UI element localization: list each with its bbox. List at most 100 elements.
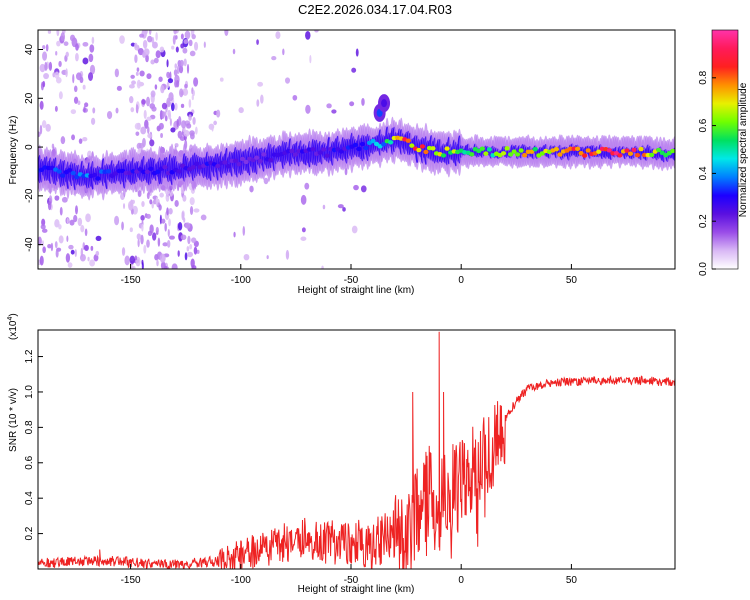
spectrogram-speckle <box>58 224 62 230</box>
spectrogram-band-core <box>479 146 485 151</box>
colorbar: 0.0 0.2 0.4 0.6 0.8 Normalized spectral ampl… <box>698 29 749 276</box>
spectrogram-speckle <box>38 236 42 246</box>
spectrogram-band-core <box>243 159 249 165</box>
spectrogram-speckle <box>155 226 159 234</box>
spectrogram-speckle <box>188 114 192 121</box>
spectrogram-speckle <box>166 81 170 89</box>
spectrogram-speckle <box>140 214 145 221</box>
spectrogram-speckle <box>243 253 250 261</box>
colorbar-tick-label: 0.0 <box>698 262 709 276</box>
spectrogram-speckle <box>351 225 358 234</box>
spectrogram-speckle <box>174 200 179 207</box>
spectrogram-speckle <box>82 84 86 90</box>
spectrogram-band-core <box>179 163 186 168</box>
spectrogram-speckle <box>82 41 89 47</box>
spectrogram-speckle <box>284 77 291 84</box>
spectrogram-speckle <box>263 177 269 185</box>
spectrogram-speckle <box>155 196 158 206</box>
spectrogram-speckle <box>114 68 119 78</box>
spectrogram-band-core <box>518 148 524 153</box>
spectrogram-speckle <box>180 234 187 241</box>
spectrogram-speckle <box>90 245 94 251</box>
spectrogram-speckle <box>70 109 77 115</box>
spectrogram-speckle <box>192 116 196 125</box>
spectrogram-band-core <box>659 150 665 156</box>
spectrogram-speckle <box>55 249 59 258</box>
snr-x-ticks: -150 -100 -50 0 50 <box>121 564 578 586</box>
snr-x-tick-label: -150 <box>121 575 141 586</box>
colorbar-label: Normalized spectral amplitude <box>738 82 749 217</box>
spectrogram-speckle <box>176 65 180 74</box>
spectrogram-speckle <box>38 131 41 138</box>
spectrogram-speckle <box>146 213 151 219</box>
spectrogram-speckle <box>149 139 155 147</box>
spectrogram-band-core <box>112 171 119 176</box>
spectrogram-band-core <box>553 146 560 152</box>
spectrogram-speckle <box>154 84 158 90</box>
spectrogram-speckle <box>115 107 119 114</box>
spectrogram-speckle <box>158 122 164 130</box>
spectrogram-band-core <box>148 166 154 172</box>
spectrogram-speckle <box>42 51 48 61</box>
spectrogram-speckle <box>159 46 165 53</box>
spectrogram-band-core <box>95 176 101 181</box>
spectrogram-speckle <box>146 116 152 121</box>
spectrogram-speckle <box>300 194 307 205</box>
spectrogram-speckle <box>65 51 69 58</box>
spectrogram-speckle <box>89 259 96 267</box>
spectrogram-speckle <box>87 72 94 81</box>
spectrogram-band-core <box>582 153 588 158</box>
spectrogram-speckle <box>196 249 200 254</box>
spectrogram-speckle <box>141 223 144 232</box>
snr-x-tick-label: -50 <box>344 575 359 586</box>
spectrogram-speckle <box>177 116 182 126</box>
spectrogram-band-core <box>585 148 591 153</box>
spectrogram-speckle <box>166 97 171 107</box>
spectrogram-speckle <box>69 34 76 42</box>
spectrogram-speckle <box>131 80 136 85</box>
spectrogram-speckle <box>177 222 183 231</box>
spectrogram-speckle <box>148 30 152 35</box>
spectrogram-speckle <box>66 217 69 224</box>
spectrogram-speckle <box>191 34 196 40</box>
spectrogram-speckle <box>171 102 175 112</box>
spectrogram-speckle <box>58 235 64 244</box>
spectrogram-band-core <box>532 146 538 152</box>
spectrogram-speckle <box>157 237 161 247</box>
spectrogram-band-core <box>507 152 514 157</box>
spectrogram-speckle <box>167 229 170 237</box>
spectrogram-speckle <box>193 77 199 87</box>
spectrogram-speckle <box>92 107 96 114</box>
snr-x-tick-label: 50 <box>566 575 578 586</box>
spectrogram-band-core <box>476 148 482 154</box>
spectrogram-speckle <box>193 246 198 255</box>
spectrogram-speckle <box>141 261 144 269</box>
spectrogram-speckle <box>355 48 359 57</box>
spectrogram-speckle <box>256 99 260 107</box>
spectrogram-band-core <box>670 148 675 154</box>
spectrogram-speckle <box>91 117 96 125</box>
spectrogram-band-core <box>292 152 299 157</box>
spectrogram-speckle <box>134 122 141 130</box>
spectrogram-speckle <box>47 30 52 34</box>
spectrogram-speckle <box>146 96 151 107</box>
spectrogram-speckle <box>142 39 148 49</box>
spectrogram-band-core <box>321 147 327 152</box>
spectrogram-band-core <box>381 142 387 147</box>
spectrogram-speckle <box>169 118 172 127</box>
spectrogram-speckle <box>143 109 147 119</box>
spectrogram-speckle <box>176 80 180 88</box>
spectrogram-y-label: Frequency (Hz) <box>8 116 19 185</box>
spectrogram-speckle <box>87 256 90 262</box>
spectrogram-speckle <box>184 30 191 40</box>
spectrogram-y-tick-label: -20 <box>24 188 35 203</box>
spectrogram-speckle <box>189 206 194 215</box>
spectrogram-band-core <box>596 149 602 154</box>
spectrogram-speckle <box>151 41 158 49</box>
spectrogram-speckle <box>184 252 188 261</box>
spectrogram-band-core <box>405 138 411 143</box>
spectrogram-speckle <box>61 196 68 203</box>
spectrogram-speckle <box>158 76 163 82</box>
snr-panel: -150 -100 -50 0 50 0.2 0.4 0.6 0.8 1.0 1.2 Height… <box>7 313 676 595</box>
